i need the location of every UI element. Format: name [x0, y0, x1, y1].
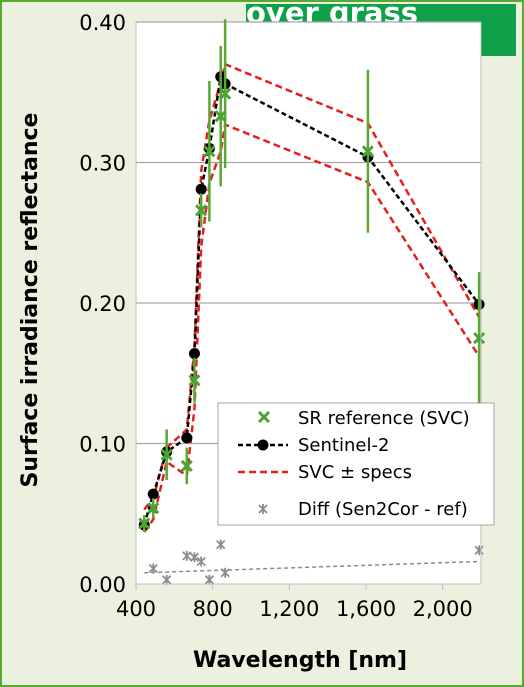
- diff-series: [144, 539, 484, 585]
- legend-label-sentinel: Sentinel-2: [298, 435, 389, 456]
- legend-swatch-sr-reference: [257, 410, 271, 424]
- sr-reference-point: [138, 517, 151, 530]
- sr-reference-point: [180, 459, 193, 473]
- sr-reference-point: [473, 332, 486, 345]
- sr-reference-point: [214, 110, 227, 123]
- x-tick-label: 1,600: [336, 597, 396, 621]
- legend-box: [217, 402, 495, 526]
- x-tick-label: 2,000: [413, 597, 473, 621]
- diff-point: [216, 539, 226, 550]
- y-tick-label: 0.10: [79, 433, 126, 457]
- legend-swatch-sentinel: [238, 439, 288, 451]
- y-tick-label: 0.20: [79, 292, 126, 316]
- x-tick-label: 800: [193, 597, 233, 621]
- diff-point: [148, 563, 158, 574]
- y-tick-label: 0.00: [79, 573, 126, 597]
- x-tick-label: 400: [116, 597, 156, 621]
- legend-label-sr-reference: SR reference (SVC): [298, 408, 470, 429]
- diff-point: [189, 552, 200, 563]
- y-tick-label: 0.30: [79, 152, 126, 176]
- sentinel-point: [147, 488, 159, 500]
- diff-point: [204, 574, 215, 585]
- sentinel-point: [195, 183, 207, 195]
- sr-reference-point: [219, 87, 232, 100]
- diff-point: [220, 567, 230, 578]
- sr-reference-point: [160, 448, 173, 461]
- x-axis-title: Wavelength [nm]: [193, 648, 407, 673]
- legend-swatch-diff: [258, 504, 268, 514]
- diff-point: [474, 545, 484, 556]
- y-axis-title: Surface irradiance reflectance: [18, 113, 43, 488]
- diff-point: [162, 574, 172, 585]
- sr-reference-point: [188, 374, 201, 387]
- sr-reference-point: [203, 145, 216, 158]
- sr-reference-point: [147, 502, 160, 515]
- sr-reference-point: [361, 145, 374, 158]
- legend-label-diff: Diff (Sen2Cor - ref): [298, 499, 468, 520]
- tick-labels: 0.00 0.10 0.20 0.30 0.40 400 800 1,200 1,600 2,00…: [79, 11, 472, 621]
- diff-point: [196, 556, 206, 567]
- sr-reference-series: [138, 19, 486, 533]
- svc-specs-lines: [143, 62, 481, 533]
- sentinel-point: [188, 348, 200, 360]
- diff-point: [182, 550, 192, 561]
- sentinel-point: [181, 432, 193, 444]
- x-tick-label: 1,200: [259, 597, 319, 621]
- svc-specs-upper-line: [143, 62, 481, 511]
- y-tick-label: 0.40: [79, 11, 126, 35]
- sr-reference-point: [195, 204, 208, 217]
- legend: SR reference (SVC) Sentinel-2 SVC ± spec…: [217, 402, 495, 526]
- legend-label-svc-specs: SVC ± specs: [298, 462, 412, 483]
